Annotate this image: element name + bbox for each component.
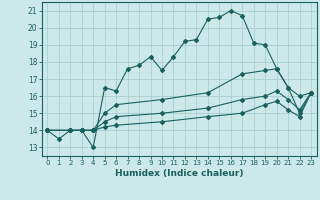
X-axis label: Humidex (Indice chaleur): Humidex (Indice chaleur) [115,169,244,178]
